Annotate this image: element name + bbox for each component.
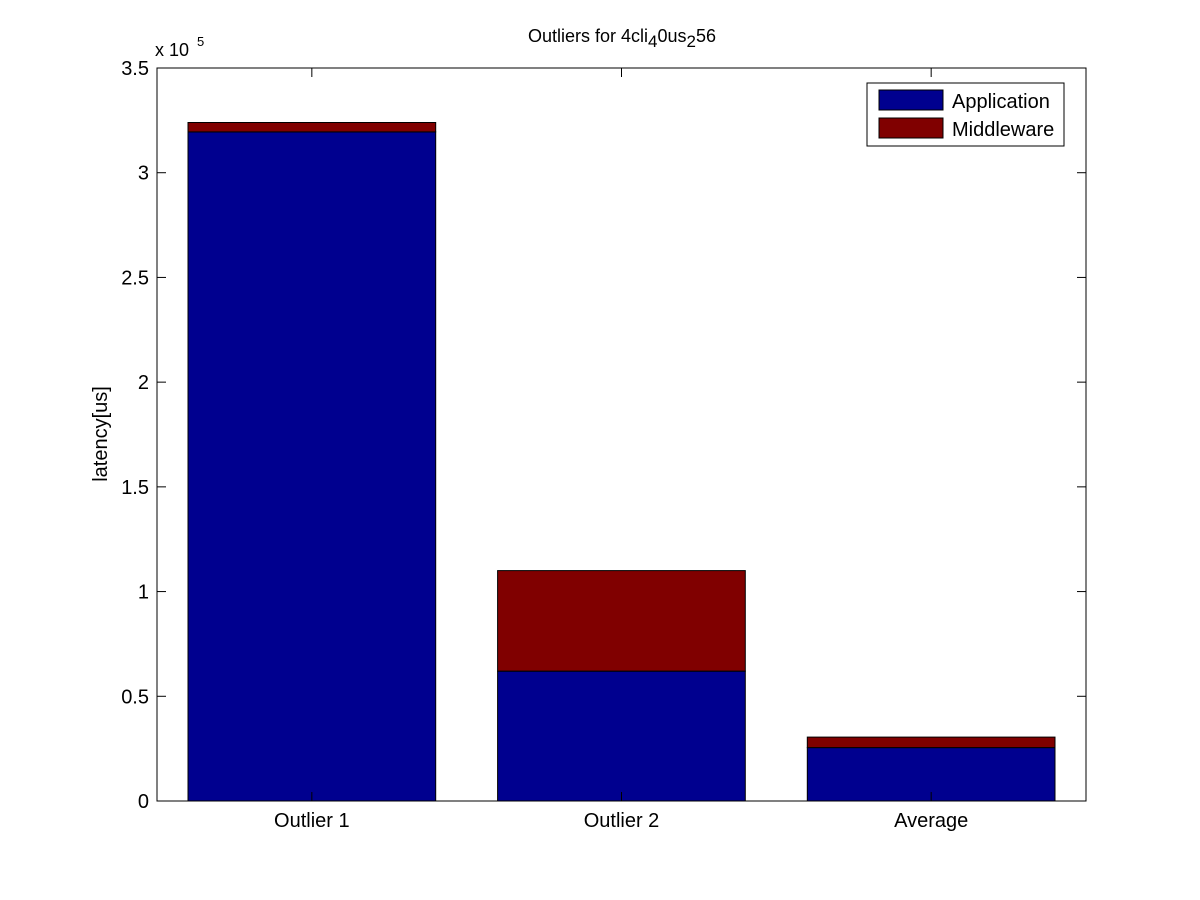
bar-middleware-1 <box>187 122 437 133</box>
bars-group <box>187 122 1056 802</box>
y-tick-label: 3.5 <box>121 58 149 80</box>
chart-title-part: 4 <box>648 32 657 51</box>
chart-title-part: 0us <box>657 26 686 46</box>
x-tick-label: Outlier 2 <box>584 810 660 832</box>
legend-label-middleware: Middleware <box>952 119 1054 141</box>
chart-title-part: Outliers for 4cli <box>528 26 648 46</box>
bar-application-1 <box>187 131 437 802</box>
y-axis-multiplier-base: x 10 <box>155 40 189 60</box>
axes-group: 0 0.5 1 1.5 2 2.5 3 3.5 Outlier 1 Outlier 2 Averag… <box>121 58 1087 832</box>
legend: Application Middleware <box>866 82 1065 147</box>
y-tick-label: 1 <box>138 582 149 604</box>
legend-swatch-middleware <box>878 117 944 139</box>
x-tick-label: Average <box>894 810 968 832</box>
bar-middleware-3 <box>806 736 1056 749</box>
chart-title: Outliers for 4cli40us256 <box>528 26 716 51</box>
bar-application-2 <box>497 670 746 802</box>
chart-title-part: 56 <box>696 26 716 46</box>
legend-swatch-application <box>878 89 944 111</box>
y-tick-label: 2.5 <box>121 267 149 289</box>
y-axis-multiplier: x 10 5 <box>155 34 204 60</box>
x-tick-label: Outlier 1 <box>274 810 350 832</box>
y-tick-label: 0 <box>138 791 149 813</box>
chart-title-part: 2 <box>687 32 696 51</box>
y-tick-label: 1.5 <box>121 477 149 499</box>
y-tick-label: 0.5 <box>121 686 149 708</box>
bar-middleware-2 <box>497 570 746 672</box>
y-tick-label: 3 <box>138 163 149 185</box>
y-axis-multiplier-exponent: 5 <box>197 34 204 49</box>
legend-label-application: Application <box>952 91 1050 113</box>
y-axis-label: latency[us] <box>90 386 112 482</box>
y-tick-label: 2 <box>138 372 149 394</box>
